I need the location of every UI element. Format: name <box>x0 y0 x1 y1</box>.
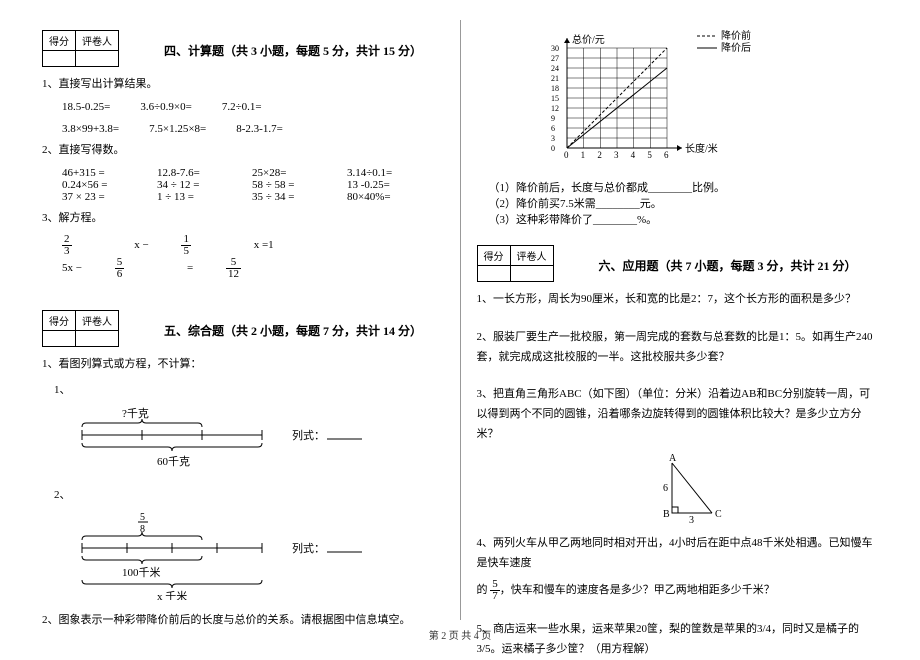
svg-text:列式：: 列式： <box>292 428 325 442</box>
score-label: 得分 <box>43 31 76 51</box>
price-chart: 0123456036912151821242730总价/元长度/米降价前降价后 <box>537 28 879 171</box>
q4-1-row2: 3.8×99+3.8= 7.5×1.25×8= 8-2.3-1.7= <box>62 123 444 135</box>
section6-title: 六、应用题（共 7 小题，每题 3 分，共计 21 分） <box>559 245 857 274</box>
q6-4: 4、两列火车从甲乙两地同时相对开出，4小时后在距中点48千米处相遇。已知慢车是快… <box>477 534 879 574</box>
svg-text:30: 30 <box>551 44 559 53</box>
triangle-diagram: A B C 6 3 <box>657 453 879 526</box>
svg-text:4: 4 <box>630 150 635 160</box>
svg-text:3: 3 <box>551 134 555 143</box>
score-box: 得分评卷人 <box>42 310 119 347</box>
q4-3-eqs: 23 x − 15 x =1 5x − 56 = 512 <box>62 234 444 280</box>
chart-q3: （3）这种彩带降价了________%。 <box>489 211 879 227</box>
q6-2: 2、服装厂要生产一批校服，第一周完成的套数与总套数的比是1：5。如再生产240套… <box>477 328 879 368</box>
section5-title: 五、综合题（共 2 小题，每题 7 分，共计 14 分） <box>124 310 422 339</box>
svg-text:3: 3 <box>689 515 694 523</box>
svg-text:12: 12 <box>551 104 559 113</box>
svg-text:x 千米: x 千米 <box>157 590 187 600</box>
svg-text:9: 9 <box>551 114 555 123</box>
q6-4b: 的 57，快车和慢车的速度各是多少？甲乙两地相距多少千米？ <box>477 579 879 602</box>
svg-text:21: 21 <box>551 74 559 83</box>
section4-title: 四、计算题（共 3 小题，每题 5 分，共计 15 分） <box>124 30 422 59</box>
svg-text:2: 2 <box>597 150 602 160</box>
section5-header: 得分评卷人 五、综合题（共 2 小题，每题 7 分，共计 14 分） <box>42 310 444 347</box>
q5-1: 1、看图列算式或方程，不计算： <box>42 355 444 375</box>
svg-text:24: 24 <box>551 64 559 73</box>
svg-text:降价后: 降价后 <box>721 41 751 54</box>
q6-3: 3、把直角三角形ABC（如下图）（单位：分米）沿着边AB和BC分别旋转一周，可以… <box>477 385 879 444</box>
svg-text:27: 27 <box>551 54 559 63</box>
q4-1: 1、直接写出计算结果。 <box>42 75 444 95</box>
q4-3: 3、解方程。 <box>42 209 444 229</box>
page-footer: 第 2 页 共 4 页 <box>0 627 920 642</box>
q4-2: 2、直接写得数。 <box>42 141 444 161</box>
chart-q1: （1）降价前后，长度与总价都成________比例。 <box>489 179 879 195</box>
svg-text:总价/元: 总价/元 <box>572 33 605 46</box>
svg-text:1: 1 <box>580 150 585 160</box>
svg-text:A: A <box>669 453 677 464</box>
grader-label: 评卷人 <box>76 31 119 51</box>
svg-text:5: 5 <box>647 150 652 160</box>
q5-1-1: 1、 <box>54 381 444 397</box>
eq1: 23 x − 15 x =1 <box>62 234 304 257</box>
svg-text:6: 6 <box>551 124 555 133</box>
svg-text:3: 3 <box>614 150 619 160</box>
svg-text:长度/米: 长度/米 <box>685 142 718 155</box>
eq2: 5x − 56 = 512 <box>62 257 301 280</box>
q4-2-rows: 46+315 =12.8-7.6=25×28=3.14÷0.1=0.24×56 … <box>42 167 444 203</box>
q4-1-row1: 18.5-0.25= 3.6÷0.9×0= 7.2÷0.1= <box>62 101 444 113</box>
right-column: 0123456036912151821242730总价/元长度/米降价前降价后 … <box>465 20 891 620</box>
svg-text:C: C <box>715 509 722 520</box>
svg-text:6: 6 <box>663 483 668 494</box>
svg-text:0: 0 <box>564 150 569 160</box>
section4-header: 得分评卷人 四、计算题（共 3 小题，每题 5 分，共计 15 分） <box>42 30 444 67</box>
svg-text:列式：: 列式： <box>292 541 325 555</box>
svg-text:60千克: 60千克 <box>157 455 190 468</box>
svg-text:B: B <box>663 509 670 520</box>
left-column: 得分评卷人 四、计算题（共 3 小题，每题 5 分，共计 15 分） 1、直接写… <box>30 20 456 620</box>
chart-q2: （2）降价前买7.5米需________元。 <box>489 195 879 211</box>
svg-text:0: 0 <box>551 144 555 153</box>
diagram2: 5 8 100千米 x 千米 列式： <box>62 510 444 603</box>
q6-1: 1、一长方形，周长为90厘米，长和宽的比是2：7，这个长方形的面积是多少？ <box>477 290 879 310</box>
svg-text:18: 18 <box>551 84 559 93</box>
q5-1-2: 2、 <box>54 486 444 502</box>
column-divider <box>460 20 461 620</box>
svg-text:100千米: 100千米 <box>122 566 161 579</box>
section6-header: 得分评卷人 六、应用题（共 7 小题，每题 3 分，共计 21 分） <box>477 245 879 282</box>
svg-text:5: 5 <box>140 512 145 523</box>
svg-text:降价前: 降价前 <box>721 29 751 42</box>
svg-text:15: 15 <box>551 94 559 103</box>
score-box: 得分评卷人 <box>477 245 554 282</box>
diagram1: ?千克 60千克 列式： <box>62 405 444 478</box>
score-box: 得分评卷人 <box>42 30 119 67</box>
svg-text:6: 6 <box>664 150 669 160</box>
svg-text:?千克: ?千克 <box>122 407 149 420</box>
